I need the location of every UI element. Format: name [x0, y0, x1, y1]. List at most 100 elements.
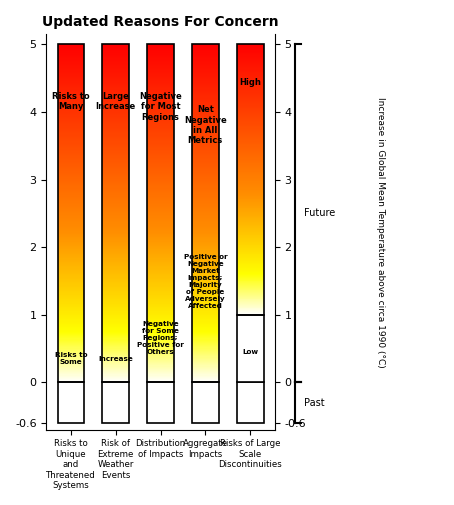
Bar — [58, 67, 84, 68]
Bar — [237, 78, 263, 79]
Bar — [147, 136, 174, 137]
Bar — [147, 377, 174, 378]
Bar — [147, 70, 174, 72]
Bar — [192, 299, 219, 300]
Bar — [237, 256, 263, 257]
Bar — [147, 134, 174, 136]
Bar — [102, 136, 129, 137]
Bar — [58, 94, 84, 95]
Bar — [147, 266, 174, 268]
Bar — [58, 221, 84, 222]
Bar — [237, 212, 263, 213]
Bar — [147, 163, 174, 164]
Bar — [192, 112, 219, 113]
Bar — [237, 160, 263, 161]
Bar — [58, 347, 84, 348]
Bar — [102, 92, 129, 93]
Bar — [237, 208, 263, 209]
Bar — [147, 96, 174, 97]
Bar — [58, 333, 84, 334]
Bar — [58, 342, 84, 343]
Bar — [58, 258, 84, 259]
Bar — [147, 212, 174, 214]
Bar — [192, 364, 219, 366]
Bar — [237, 210, 263, 211]
Bar — [237, 197, 263, 198]
Bar — [102, 260, 129, 261]
Bar — [192, 209, 219, 210]
Bar — [58, 344, 84, 345]
Bar — [192, 309, 219, 310]
Bar — [237, 227, 263, 228]
Bar — [58, 88, 84, 89]
Bar — [192, 99, 219, 101]
Bar — [102, 148, 129, 149]
Bar — [192, 173, 219, 174]
Bar — [147, 245, 174, 246]
Bar — [192, 152, 219, 153]
Bar — [58, 253, 84, 254]
Bar — [102, 352, 129, 353]
Bar — [102, 319, 129, 321]
Bar — [58, 254, 84, 255]
Bar — [237, 308, 263, 309]
Bar — [147, 189, 174, 190]
Bar — [237, 104, 263, 105]
Bar — [102, 345, 129, 346]
Bar — [192, 78, 219, 79]
Bar — [58, 72, 84, 73]
Bar — [237, 250, 263, 251]
Bar — [102, 193, 129, 194]
Bar — [192, 298, 219, 299]
Bar — [102, 70, 129, 72]
Bar — [147, 176, 174, 177]
Bar — [58, 186, 84, 187]
Bar — [102, 60, 129, 62]
Bar — [237, 231, 263, 232]
Bar — [192, 191, 219, 192]
Bar — [102, 56, 129, 57]
Bar — [102, 127, 129, 128]
Bar — [192, 228, 219, 229]
Bar — [237, 64, 263, 65]
Bar — [237, 203, 263, 204]
Bar — [192, 307, 219, 308]
Bar — [102, 161, 129, 162]
Bar — [58, 150, 84, 151]
Bar — [58, 359, 84, 360]
Bar — [147, 228, 174, 229]
Bar — [192, 131, 219, 132]
Bar — [237, 145, 263, 146]
Bar — [58, 295, 84, 297]
Bar — [192, 127, 219, 128]
Bar — [58, 113, 84, 114]
Bar — [58, 219, 84, 220]
Bar — [147, 357, 174, 358]
Bar — [147, 184, 174, 185]
Bar — [102, 101, 129, 102]
Bar — [192, 64, 219, 65]
Bar — [147, 131, 174, 132]
Bar — [192, 109, 219, 110]
Bar — [58, 155, 84, 156]
Bar — [58, 187, 84, 189]
Bar — [237, 126, 263, 127]
Bar — [102, 306, 129, 307]
Bar — [147, 183, 174, 184]
Bar — [147, 280, 174, 281]
Bar — [102, 227, 129, 228]
Bar — [237, 249, 263, 250]
Bar — [237, 266, 263, 267]
Bar — [147, 165, 174, 166]
Bar — [102, 249, 129, 250]
Bar — [147, 94, 174, 95]
Bar — [192, 293, 219, 294]
Bar — [192, 376, 219, 377]
Bar — [237, 140, 263, 141]
Bar — [192, 269, 219, 270]
Bar — [192, 318, 219, 319]
Bar — [192, 110, 219, 111]
Bar — [58, 183, 84, 184]
Bar — [102, 253, 129, 254]
Bar — [147, 118, 174, 119]
